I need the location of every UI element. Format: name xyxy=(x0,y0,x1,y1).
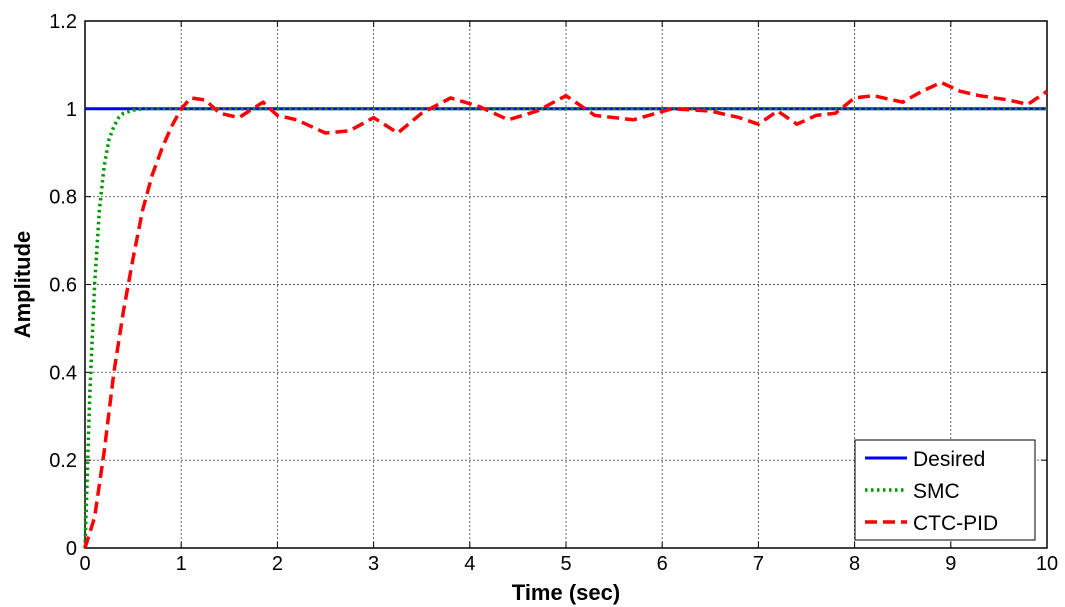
legend-label: SMC xyxy=(913,480,960,503)
y-tick-label: 0.4 xyxy=(49,362,77,384)
legend-label: Desired xyxy=(913,448,985,471)
x-tick-label: 6 xyxy=(657,553,668,575)
y-axis-ticks: 0 0.2 0.4 0.6 0.8 1 1.2 xyxy=(49,11,1047,560)
x-tick-label: 10 xyxy=(1036,553,1058,575)
y-tick-label: 0.8 xyxy=(49,187,77,209)
y-tick-label: 1.2 xyxy=(49,11,77,33)
x-tick-label: 9 xyxy=(945,553,956,575)
x-tick-label: 7 xyxy=(753,553,764,575)
legend: Desired SMC CTC-PID xyxy=(854,439,1036,541)
x-tick-label: 1 xyxy=(176,553,187,575)
y-tick-label: 0.2 xyxy=(49,450,77,472)
series-line-ctc-pid xyxy=(83,80,1048,549)
x-axis-label: Time (sec) xyxy=(512,580,620,605)
x-tick-label: 2 xyxy=(272,553,283,575)
y-axis-label: Amplitude xyxy=(10,231,35,339)
x-axis-ticks: 0 1 2 3 4 5 6 7 8 9 10 xyxy=(79,21,1058,575)
y-tick-label: 1 xyxy=(66,99,77,121)
x-tick-label: 5 xyxy=(560,553,571,575)
x-tick-label: 8 xyxy=(849,553,860,575)
legend-label: CTC-PID xyxy=(913,512,998,535)
x-tick-label: 4 xyxy=(464,553,475,575)
x-tick-label: 3 xyxy=(368,553,379,575)
series-lines xyxy=(83,80,1048,549)
x-tick-label: 0 xyxy=(79,553,90,575)
series-line-smc xyxy=(83,107,1047,549)
y-tick-label: 0 xyxy=(66,538,77,560)
y-tick-label: 0.6 xyxy=(49,275,77,297)
